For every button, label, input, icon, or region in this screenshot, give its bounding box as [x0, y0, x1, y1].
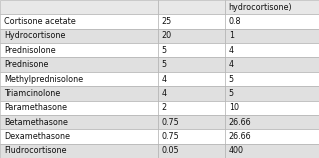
Text: 5: 5	[162, 60, 167, 69]
Text: 20: 20	[162, 31, 172, 40]
Text: 5: 5	[229, 75, 234, 83]
Text: Fludrocortisone: Fludrocortisone	[4, 146, 66, 155]
Bar	[0, 58, 158, 72]
Text: Cortisone acetate: Cortisone acetate	[4, 17, 76, 26]
Bar	[0, 86, 158, 100]
Bar	[225, 43, 319, 58]
Bar	[0, 43, 158, 58]
Text: 4: 4	[162, 75, 167, 83]
Bar	[158, 144, 225, 158]
Text: 26.66: 26.66	[229, 118, 251, 127]
Bar	[158, 14, 225, 29]
Bar	[0, 29, 158, 43]
Bar	[225, 144, 319, 158]
Bar	[0, 144, 158, 158]
Bar	[158, 58, 225, 72]
Text: Betamethasone: Betamethasone	[4, 118, 68, 127]
Text: hydrocortisone): hydrocortisone)	[229, 3, 292, 12]
Bar	[0, 72, 158, 86]
Text: Prednisone: Prednisone	[4, 60, 48, 69]
Text: Dexamethasone: Dexamethasone	[4, 132, 70, 141]
Bar	[225, 14, 319, 29]
Bar	[0, 115, 158, 129]
Bar	[158, 29, 225, 43]
Bar	[225, 29, 319, 43]
Bar	[158, 100, 225, 115]
Bar	[225, 86, 319, 100]
Bar	[225, 0, 319, 14]
Bar	[158, 86, 225, 100]
Text: 4: 4	[229, 60, 234, 69]
Text: Methylprednisolone: Methylprednisolone	[4, 75, 83, 83]
Text: 400: 400	[229, 146, 244, 155]
Bar	[158, 43, 225, 58]
Text: 5: 5	[162, 46, 167, 55]
Text: 0.75: 0.75	[162, 132, 180, 141]
Bar	[225, 72, 319, 86]
Text: 5: 5	[229, 89, 234, 98]
Text: Triamcinolone: Triamcinolone	[4, 89, 60, 98]
Bar	[158, 72, 225, 86]
Text: 26.66: 26.66	[229, 132, 251, 141]
Text: 25: 25	[162, 17, 172, 26]
Bar	[0, 129, 158, 144]
Text: 0.75: 0.75	[162, 118, 180, 127]
Text: 4: 4	[162, 89, 167, 98]
Bar	[158, 129, 225, 144]
Bar	[225, 100, 319, 115]
Bar	[0, 14, 158, 29]
Text: 0.05: 0.05	[162, 146, 179, 155]
Text: Hydrocortisone: Hydrocortisone	[4, 31, 65, 40]
Bar	[225, 115, 319, 129]
Text: 0.8: 0.8	[229, 17, 241, 26]
Text: Paramethasone: Paramethasone	[4, 103, 67, 112]
Text: Prednisolone: Prednisolone	[4, 46, 56, 55]
Bar	[158, 115, 225, 129]
Text: 4: 4	[229, 46, 234, 55]
Bar	[0, 100, 158, 115]
Bar	[0, 0, 158, 14]
Bar	[225, 129, 319, 144]
Text: 2: 2	[162, 103, 167, 112]
Bar	[225, 58, 319, 72]
Text: 10: 10	[229, 103, 239, 112]
Text: 1: 1	[229, 31, 234, 40]
Bar	[158, 0, 225, 14]
